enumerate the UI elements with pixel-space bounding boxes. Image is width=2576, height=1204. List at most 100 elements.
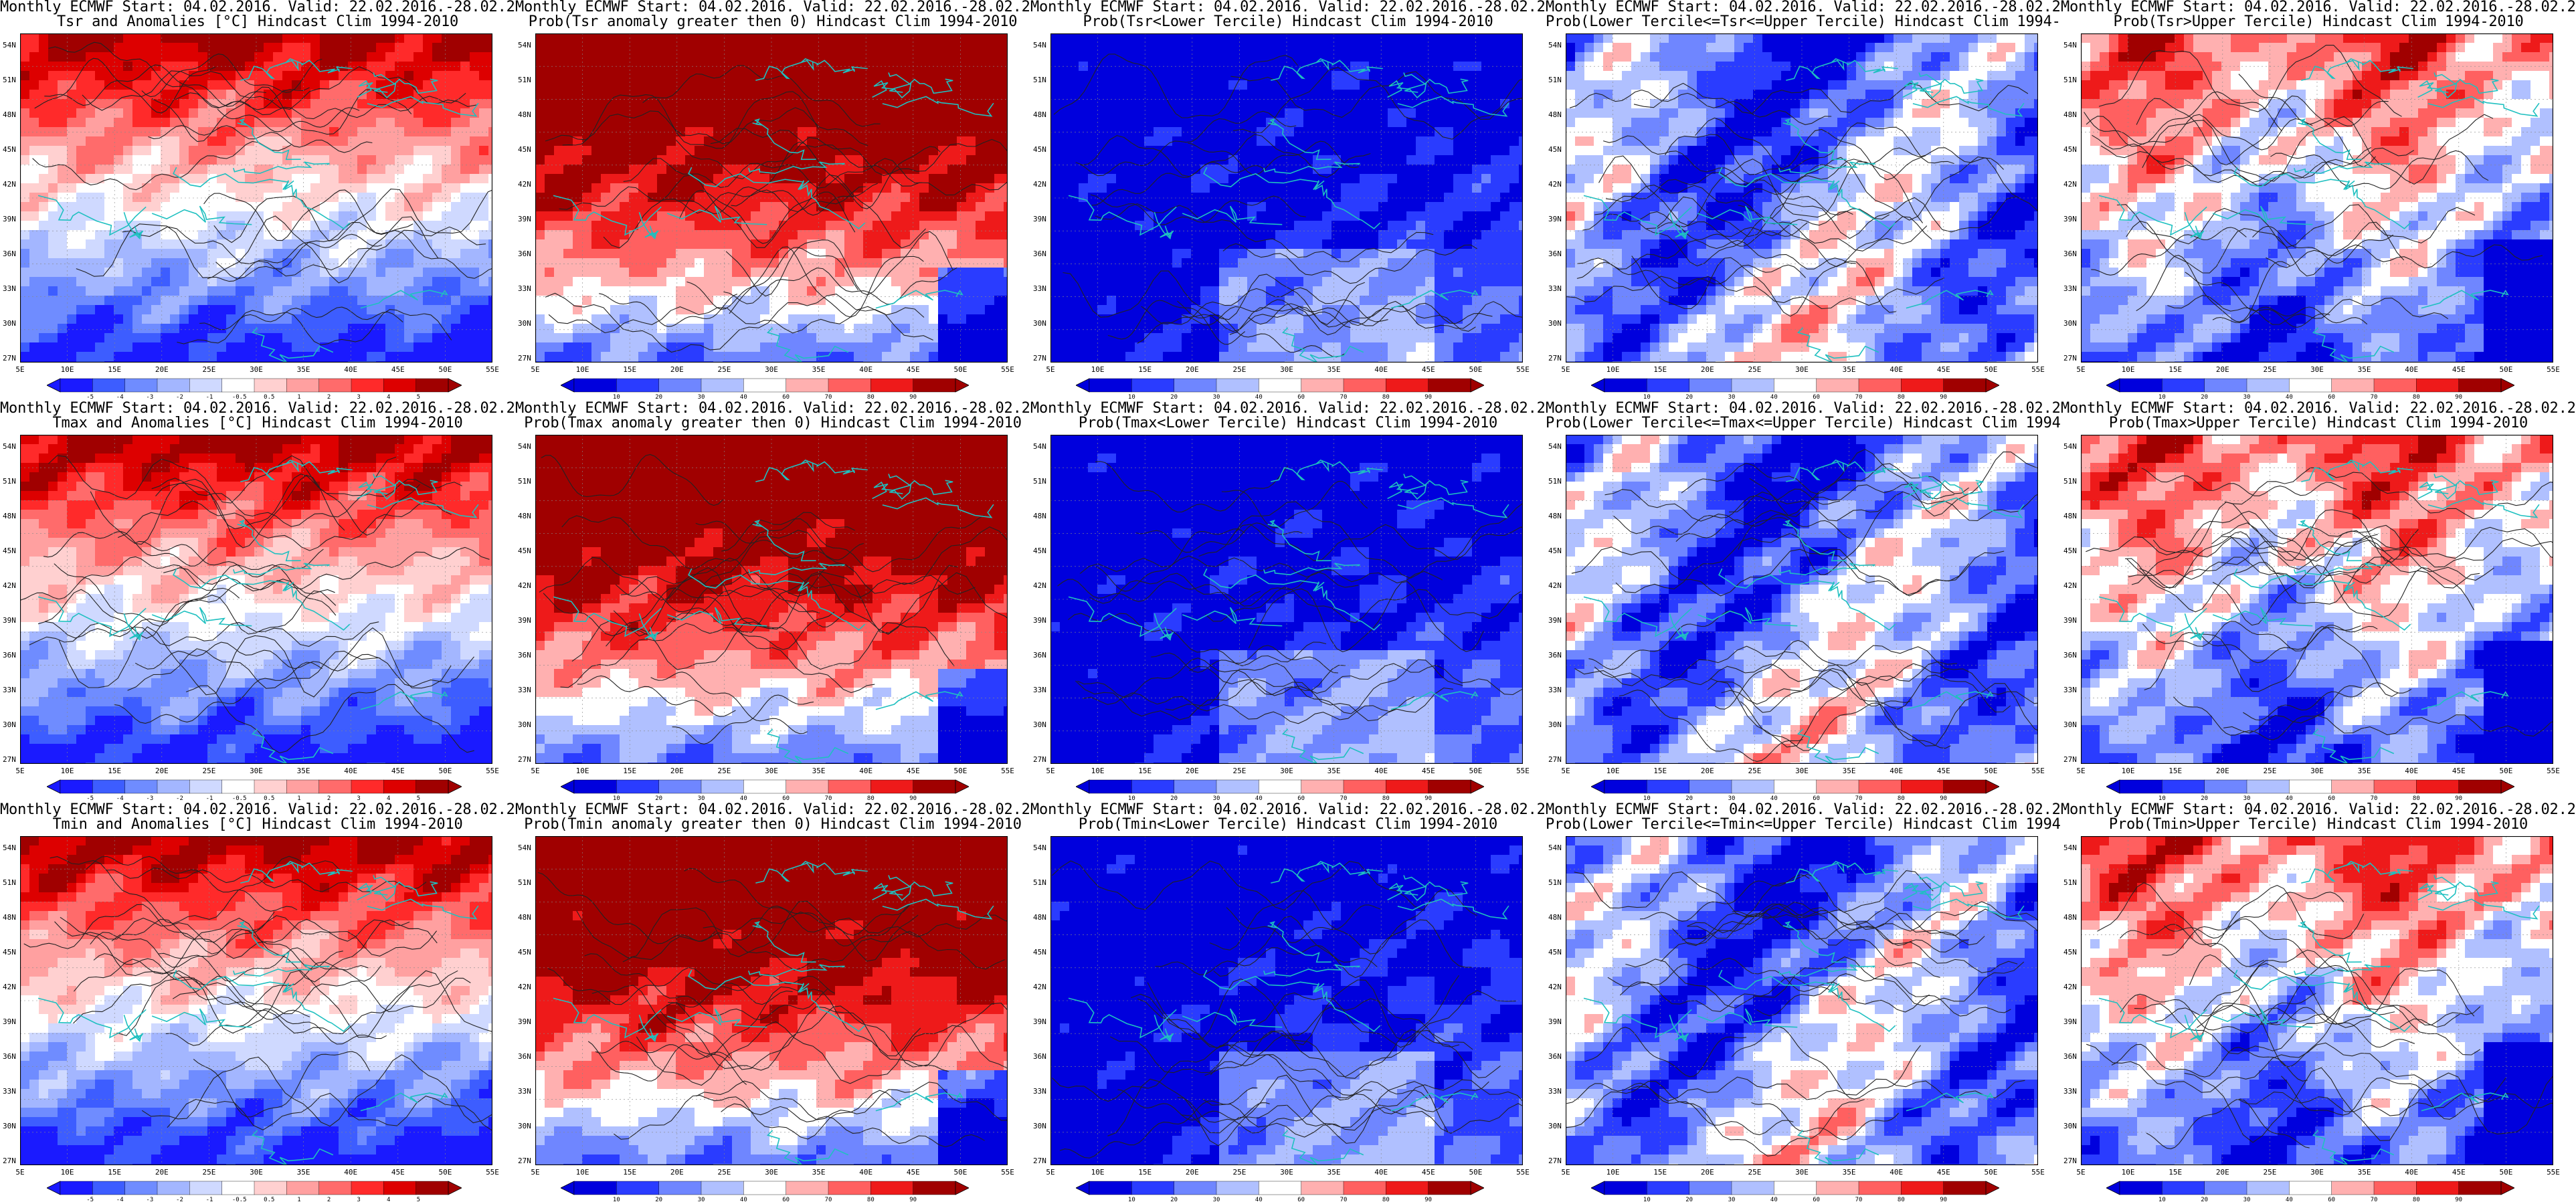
lon-label: 35E: [2358, 1169, 2371, 1176]
lon-label: 20E: [1186, 767, 1199, 775]
lat-label: 45N: [1548, 948, 1562, 956]
colorbar-label: 90: [909, 1197, 917, 1203]
lat-label: 51N: [1033, 76, 1046, 84]
colorbar: [1591, 1181, 1999, 1195]
map-svg: [1566, 435, 2038, 764]
lon-label: 45E: [907, 1169, 920, 1176]
lat-label: 30N: [1548, 721, 1562, 728]
lon-label: 40E: [1890, 366, 1903, 373]
lat-label: 48N: [3, 512, 16, 520]
lon-label: 20E: [155, 1169, 169, 1176]
lat-label: 48N: [3, 914, 16, 921]
lat-label: 51N: [1548, 879, 1562, 886]
colorbar-label: 30: [2243, 1197, 2251, 1203]
lat-label: 33N: [3, 686, 16, 694]
lon-label: 55E: [1516, 1169, 1530, 1176]
map-field: [1566, 836, 2038, 1165]
panel-title-line2: Prob(Tsr anomaly greater then 0) Hindcas…: [515, 15, 1030, 29]
map-svg: [2081, 435, 2553, 764]
colorbar-label: -2: [176, 395, 183, 401]
colorbar-label: 2: [327, 1197, 331, 1203]
lon-label: 40E: [2405, 366, 2418, 373]
lon-label: 55E: [2031, 366, 2045, 373]
map-panel: Monthly ECMWF Start: 04.02.2016. Valid: …: [0, 0, 515, 401]
colorbar-label: 60: [1297, 1197, 1305, 1203]
lat-label: 48N: [1548, 111, 1562, 118]
lon-label: 45E: [2452, 1169, 2466, 1176]
lon-label: 20E: [1701, 366, 1714, 373]
lon-label: 15E: [1653, 767, 1667, 775]
lon-label: 25E: [1748, 366, 1761, 373]
lat-label: 45N: [3, 948, 16, 956]
lon-label: 50E: [1984, 767, 1997, 775]
lon-label: 45E: [2452, 767, 2466, 775]
map-panel: Monthly ECMWF Start: 04.02.2016. Valid: …: [2061, 0, 2576, 401]
colorbar-label: 80: [2413, 796, 2420, 802]
lon-label: 25E: [717, 767, 731, 775]
colorbar-label: 90: [2455, 395, 2462, 401]
lat-label: 51N: [2063, 879, 2077, 886]
colorbar-label: 40: [1255, 1197, 1263, 1203]
panel-title-line1: Monthly ECMWF Start: 04.02.2016. Valid: …: [0, 401, 515, 416]
lon-label: 10E: [576, 767, 589, 775]
lon-label: 40E: [859, 1169, 872, 1176]
colorbar-label: -0.5: [232, 796, 247, 802]
colorbar-label: 70: [2371, 796, 2378, 802]
panel-title-line2: Prob(Tsr<Lower Tercile) Hindcast Clim 19…: [1030, 15, 1546, 29]
colorbar-label: 70: [1855, 1197, 1863, 1203]
map-svg: [20, 836, 492, 1165]
map-svg: [1050, 33, 1523, 363]
map-svg: [535, 33, 1008, 363]
map-panel: Monthly ECMWF Start: 04.02.2016. Valid: …: [2061, 803, 2576, 1204]
lon-label: 10E: [2122, 767, 2135, 775]
panel-title-line2: Prob(Tmin anomaly greater then 0) Hindca…: [515, 817, 1030, 832]
lat-label: 54N: [1033, 844, 1046, 851]
lon-label: 15E: [108, 1169, 121, 1176]
colorbar-label: 5: [417, 796, 420, 802]
lat-label: 33N: [518, 285, 531, 292]
lon-label: 25E: [202, 1169, 215, 1176]
lon-label: 30E: [250, 767, 263, 775]
colorbar-label: 80: [1898, 796, 1905, 802]
colorbar-label: -5: [86, 1197, 94, 1203]
panel-title-line1: Monthly ECMWF Start: 04.02.2016. Valid: …: [2061, 803, 2576, 817]
colorbar-label: 30: [1213, 1197, 1220, 1203]
colorbar-label: 2: [327, 395, 331, 401]
lon-label: 40E: [344, 767, 357, 775]
map-field: [535, 836, 1008, 1165]
colorbar-label: 10: [613, 395, 620, 401]
colorbar-label: 30: [2243, 796, 2251, 802]
panel-title-line2: Prob(Tmin<Lower Tercile) Hindcast Clim 1…: [1030, 817, 1546, 832]
lon-label: 15E: [2169, 1169, 2182, 1176]
map-field: [1050, 33, 1523, 363]
lat-label: 45N: [1033, 547, 1046, 555]
lon-label: 30E: [765, 767, 778, 775]
lat-label: 39N: [1033, 215, 1046, 223]
lat-label: 33N: [3, 285, 16, 292]
colorbar-label: 40: [1255, 395, 1263, 401]
lat-label: 30N: [518, 320, 531, 327]
colorbar-label: 80: [2413, 395, 2420, 401]
colorbar-label: 90: [1424, 1197, 1432, 1203]
lat-label: 39N: [2063, 617, 2077, 624]
colorbar-label: 10: [1643, 1197, 1651, 1203]
colorbar-label: 20: [1170, 796, 1178, 802]
lon-label: 55E: [2547, 366, 2560, 373]
lon-label: 50E: [1469, 366, 1482, 373]
lat-label: 48N: [1033, 914, 1046, 921]
lon-label: 45E: [1937, 1169, 1950, 1176]
map-field: [20, 836, 492, 1165]
lat-label: 36N: [1033, 1053, 1046, 1060]
colorbar-label: 0.5: [264, 1197, 274, 1203]
lat-label: 36N: [2063, 1053, 2077, 1060]
lat-label: 30N: [3, 320, 16, 327]
panel-title-line1: Monthly ECMWF Start: 04.02.2016. Valid: …: [0, 0, 515, 15]
colorbar: [47, 1181, 462, 1195]
lon-label: 55E: [486, 366, 499, 373]
lat-label: 51N: [518, 478, 531, 485]
colorbar-label: 4: [387, 395, 390, 401]
lat-label: 48N: [2063, 111, 2077, 118]
colorbar-label: -4: [116, 796, 124, 802]
lon-label: 50E: [438, 366, 452, 373]
colorbar: [561, 1181, 969, 1195]
